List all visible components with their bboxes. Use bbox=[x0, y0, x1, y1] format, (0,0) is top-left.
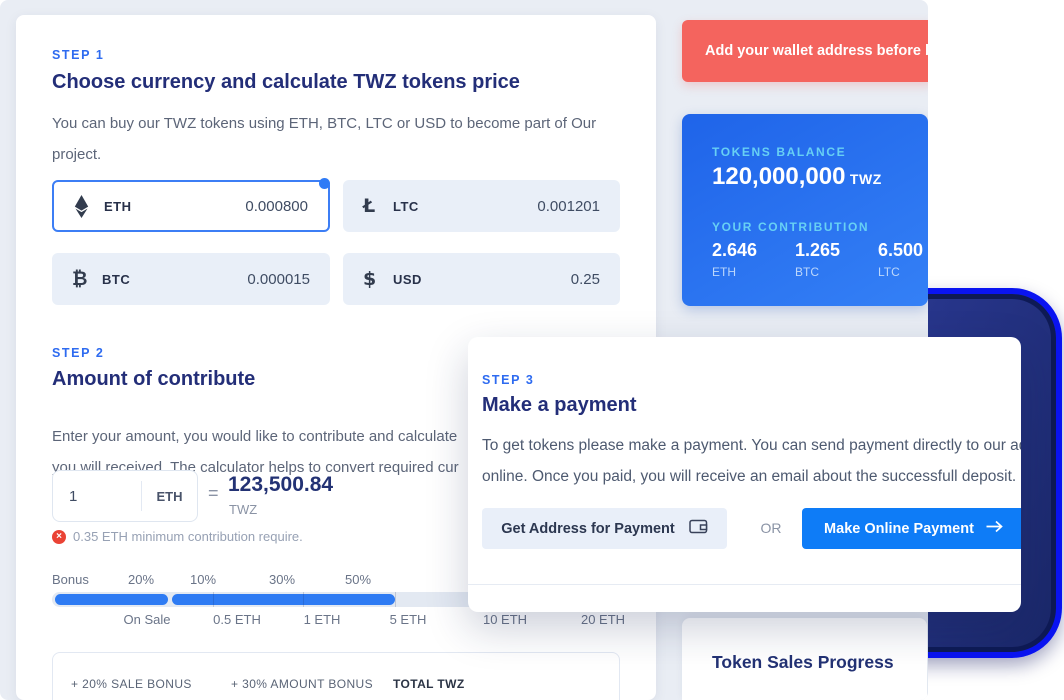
step3-divider bbox=[468, 584, 1021, 585]
bonus-milestone: 0.5 ETH bbox=[213, 612, 261, 627]
online-payment-label: Make Online Payment bbox=[824, 520, 974, 537]
step2-label: STEP 2 bbox=[52, 346, 105, 360]
get-address-button[interactable]: Get Address for Payment bbox=[482, 508, 727, 549]
bonus-percent: 10% bbox=[189, 572, 217, 587]
result-value: 123,500.84 bbox=[228, 473, 334, 496]
step1-description-line2: project. bbox=[52, 146, 102, 163]
currency-code: LTC bbox=[393, 198, 419, 214]
step2-description-line1: Enter your amount, you would like to con… bbox=[52, 428, 458, 445]
tokens-balance-value: 120,000,000 TWZ bbox=[712, 163, 882, 190]
currency-rate: 0.001201 bbox=[537, 197, 600, 215]
amount-input[interactable] bbox=[53, 487, 141, 505]
tokens-balance-label: TOKENS BALANCE bbox=[712, 145, 847, 159]
token-sales-progress-title: Token Sales Progress bbox=[712, 652, 894, 672]
tokens-balance-card: TOKENS BALANCE 120,000,000 TWZ YOUR CONT… bbox=[682, 114, 928, 306]
step1-description-line1: You can buy our TWZ tokens using ETH, BT… bbox=[52, 115, 597, 132]
error-icon: × bbox=[52, 529, 66, 544]
get-address-label: Get Address for Payment bbox=[501, 520, 675, 537]
bonus-tick bbox=[395, 592, 396, 607]
amount-currency-label: ETH bbox=[156, 488, 183, 504]
currency-code: BTC bbox=[102, 271, 131, 287]
arrow-right-icon bbox=[986, 520, 1003, 537]
your-contribution-label: YOUR CONTRIBUTION bbox=[712, 220, 870, 234]
input-divider bbox=[141, 481, 142, 511]
bonus-progress-segment bbox=[172, 594, 395, 605]
currency-option-ltc[interactable]: Ł LTC 0.001201 bbox=[343, 180, 620, 232]
bonus-tick bbox=[213, 592, 214, 607]
amount-input-group: ETH bbox=[52, 470, 198, 522]
step3-label: STEP 3 bbox=[482, 373, 535, 387]
bonus-percent: 20% bbox=[127, 572, 155, 587]
step2-title: Amount of contribute bbox=[52, 368, 256, 390]
currency-rate: 0.25 bbox=[570, 270, 600, 288]
bonus-milestone: 20 ETH bbox=[580, 612, 626, 627]
currency-rate: 0.000015 bbox=[247, 270, 310, 288]
currency-option-eth[interactable]: ETH 0.000800 bbox=[52, 178, 330, 232]
step1-label: STEP 1 bbox=[52, 48, 105, 62]
or-label: OR bbox=[760, 520, 782, 536]
bonus-milestone: On Sale bbox=[123, 612, 171, 627]
litecoin-icon: Ł bbox=[363, 195, 376, 217]
currency-code: USD bbox=[393, 271, 422, 287]
error-text: 0.35 ETH minimum contribution require. bbox=[73, 529, 303, 544]
currency-option-usd[interactable]: $ USD 0.25 bbox=[343, 253, 620, 305]
currency-rate: 0.000800 bbox=[245, 197, 308, 215]
total-twz-label: TOTAL TWZ bbox=[393, 677, 465, 691]
currency-option-btc[interactable]: ₿ BTC 0.000015 bbox=[52, 253, 330, 305]
contribution-eth: 2.646 ETH bbox=[712, 240, 758, 279]
bonus-milestone: 1 ETH bbox=[303, 612, 341, 627]
bonus-tick bbox=[303, 592, 304, 607]
bonus-milestone: 5 ETH bbox=[389, 612, 427, 627]
bitcoin-icon: ₿ bbox=[72, 267, 88, 290]
payment-buttons-row: Get Address for Payment OR Make Online P… bbox=[482, 508, 1021, 549]
step1-title: Choose currency and calculate TWZ tokens… bbox=[52, 71, 520, 93]
bonus-summary-box: + 20% SALE BONUS + 30% AMOUNT BONUS TOTA… bbox=[52, 652, 620, 700]
equals-sign: = bbox=[208, 483, 219, 503]
wallet-address-alert[interactable]: Add your wallet address before bu bbox=[682, 20, 928, 82]
contribution-btc: 1.265 BTC bbox=[795, 240, 841, 279]
sale-bonus-label: + 20% SALE BONUS bbox=[71, 677, 192, 691]
step3-description-line2: online. Once you paid, you will receive … bbox=[482, 468, 1017, 485]
bonus-percent: 50% bbox=[344, 572, 372, 587]
step3-title: Make a payment bbox=[482, 394, 637, 416]
payment-panel: STEP 3 Make a payment To get tokens plea… bbox=[468, 337, 1021, 612]
step3-description-line1: To get tokens please make a payment. You… bbox=[482, 437, 1021, 454]
dollar-icon: $ bbox=[363, 268, 377, 290]
amount-bonus-label: + 30% AMOUNT BONUS bbox=[231, 677, 374, 691]
currency-code: ETH bbox=[104, 198, 132, 214]
bonus-progress-segment bbox=[55, 594, 168, 605]
contribution-ltc: 6.500 LTC bbox=[878, 240, 924, 279]
ethereum-icon bbox=[74, 194, 100, 218]
minimum-contribution-error: × 0.35 ETH minimum contribution require. bbox=[52, 529, 303, 544]
bonus-label: Bonus bbox=[52, 572, 89, 587]
bonus-percent: 30% bbox=[268, 572, 296, 587]
bonus-milestone: 10 ETH bbox=[482, 612, 528, 627]
make-online-payment-button[interactable]: Make Online Payment bbox=[802, 508, 1021, 549]
token-sales-progress-card: Token Sales Progress bbox=[682, 618, 927, 700]
result-unit: TWZ bbox=[229, 502, 258, 517]
selected-indicator-dot bbox=[319, 178, 330, 189]
wallet-icon bbox=[689, 518, 708, 539]
